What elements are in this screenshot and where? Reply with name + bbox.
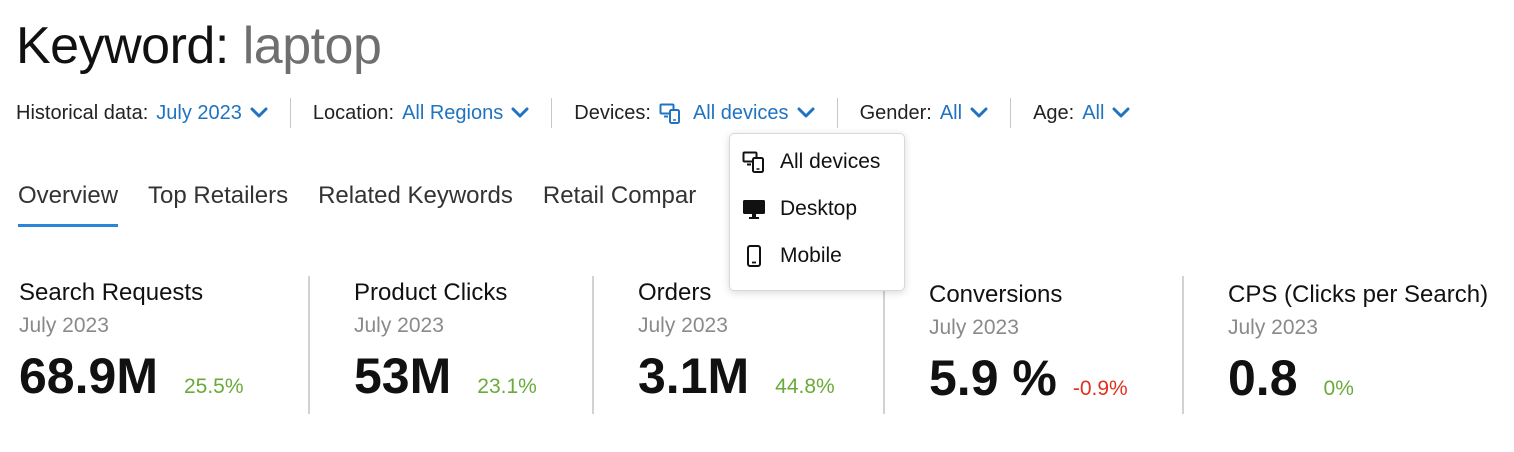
metric-period: July 2023: [1228, 316, 1318, 339]
filter-gender-select[interactable]: All: [940, 96, 988, 130]
metric-change: 23.1%: [477, 375, 537, 398]
filter-devices-label: Devices:: [574, 102, 651, 124]
metric-product-clicks: Product Clicks July 2023 53M 23.1%: [354, 278, 537, 414]
page-title: Keyword: laptop: [16, 14, 382, 78]
filter-historical-data: Historical data: July 2023: [16, 96, 268, 130]
metric-value: 53M: [354, 348, 452, 404]
metric-change: -0.9%: [1072, 377, 1128, 400]
devices-dropdown-menu: All devices Desktop Mobile: [729, 133, 905, 291]
metric-period: July 2023: [929, 316, 1019, 339]
metric-name: Search Requests: [19, 279, 204, 306]
metric-change: 25.5%: [183, 375, 244, 398]
filter-bar: Historical data: July 2023 Location: All…: [16, 96, 1130, 130]
chevron-down-icon: [797, 107, 815, 118]
metric-divider: [883, 276, 885, 414]
devices-icon: [659, 103, 680, 124]
metric-divider: [308, 276, 310, 414]
tab-top-retailers[interactable]: Top Retailers: [148, 182, 289, 209]
metric-cps: CPS (Clicks per Search) July 2023 0.8 0%: [1228, 280, 1488, 416]
filter-devices-value: All devices: [692, 102, 789, 124]
filter-age: Age: All: [1033, 96, 1130, 130]
title-keyword: laptop: [242, 17, 382, 75]
filter-age-select[interactable]: All: [1082, 96, 1130, 130]
dropdown-item-desktop[interactable]: Desktop: [742, 197, 857, 221]
filter-divider: [289, 98, 291, 128]
metric-name: Product Clicks: [354, 279, 508, 306]
devices-icon: [742, 151, 764, 173]
desktop-icon: [743, 200, 765, 219]
metric-name: CPS (Clicks per Search): [1228, 281, 1489, 308]
filter-devices: Devices: All devices: [574, 96, 815, 130]
metric-divider: [592, 276, 594, 414]
dropdown-item-all-devices[interactable]: All devices: [742, 150, 880, 174]
tab-related-keywords[interactable]: Related Keywords: [318, 182, 513, 209]
tab-retail-comparison[interactable]: Retail Compar: [542, 182, 697, 209]
chevron-down-icon: [250, 107, 268, 118]
dropdown-item-mobile[interactable]: Mobile: [742, 244, 842, 268]
metric-name: Orders: [638, 279, 712, 306]
filter-divider: [1010, 98, 1012, 128]
metric-value: 68.9M: [19, 348, 158, 404]
metric-value: 0.8: [1228, 350, 1298, 406]
metric-name: Conversions: [929, 281, 1063, 308]
filter-gender: Gender: All: [860, 96, 989, 130]
filter-location-value: All Regions: [402, 102, 504, 124]
filter-location-select[interactable]: All Regions: [402, 96, 529, 130]
chevron-down-icon: [970, 107, 988, 118]
filter-location-label: Location:: [312, 102, 395, 124]
metric-change: 0%: [1323, 377, 1354, 400]
filter-divider: [836, 98, 838, 128]
dropdown-item-label: Desktop: [780, 197, 858, 220]
chevron-down-icon: [511, 107, 529, 118]
title-label: Keyword:: [16, 17, 229, 75]
metric-orders: Orders July 2023 3.1M 44.8%: [638, 278, 835, 414]
metric-divider: [1182, 276, 1184, 414]
chevron-down-icon: [1112, 107, 1130, 118]
filter-gender-value: All: [939, 102, 963, 124]
tab-bar: Overview Top Retailers Related Keywords …: [18, 178, 726, 227]
metric-value: 5.9 %: [929, 350, 1057, 406]
filter-age-value: All: [1082, 102, 1105, 124]
dropdown-item-label: All devices: [780, 150, 881, 173]
filter-historical-value: July 2023: [156, 102, 242, 124]
filter-historical-select[interactable]: July 2023: [156, 96, 268, 130]
filter-divider: [551, 98, 553, 128]
filter-historical-label: Historical data:: [16, 102, 149, 124]
filter-age-label: Age:: [1033, 102, 1075, 124]
tab-overview[interactable]: Overview: [18, 178, 119, 227]
metric-period: July 2023: [19, 314, 109, 337]
mobile-icon: [747, 245, 761, 267]
dropdown-item-label: Mobile: [780, 244, 842, 267]
filter-gender-label: Gender:: [859, 102, 932, 124]
metric-conversions: Conversions July 2023 5.9 % -0.9%: [929, 280, 1128, 416]
metric-value: 3.1M: [638, 348, 750, 404]
metric-change: 44.8%: [775, 375, 835, 398]
metric-search-requests: Search Requests July 2023 68.9M 25.5%: [19, 278, 244, 414]
filter-location: Location: All Regions: [313, 96, 529, 130]
metric-period: July 2023: [354, 314, 444, 337]
metric-period: July 2023: [638, 314, 728, 337]
filter-devices-select[interactable]: All devices: [659, 96, 815, 130]
